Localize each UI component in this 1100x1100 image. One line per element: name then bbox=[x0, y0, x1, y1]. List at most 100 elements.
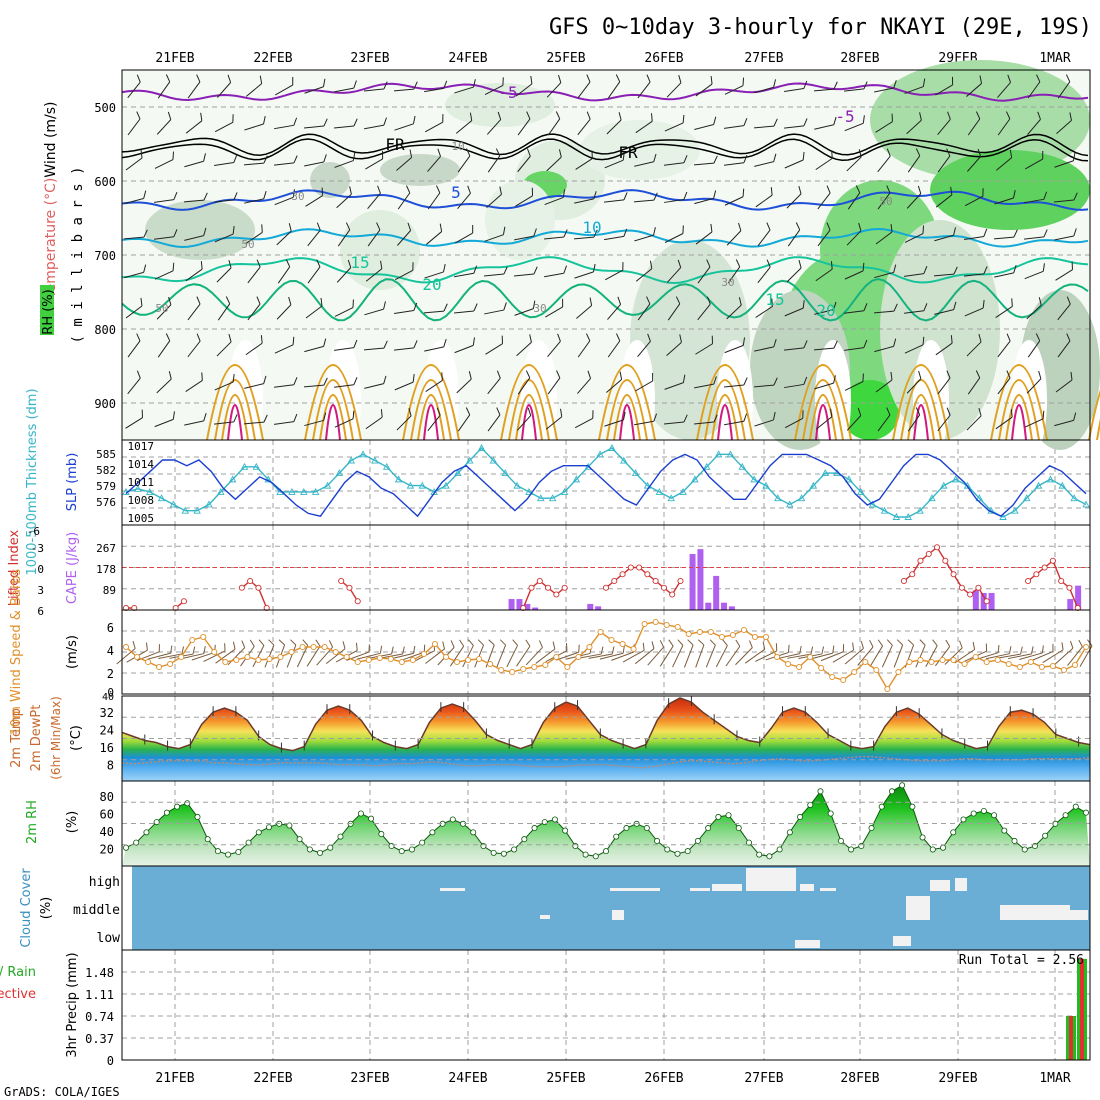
wind-barb bbox=[844, 303, 868, 314]
wind-speed-point bbox=[1060, 666, 1067, 674]
wind-barb bbox=[877, 407, 891, 432]
wind-barb bbox=[637, 74, 651, 99]
slp-tick: 1005 bbox=[128, 512, 155, 525]
precip-tick: 1.48 bbox=[85, 966, 114, 980]
pressure-tick: 700 bbox=[94, 249, 116, 263]
barb-shaft bbox=[394, 347, 414, 351]
rh-point bbox=[511, 846, 518, 853]
barb-flag bbox=[893, 80, 897, 89]
barb-shaft bbox=[784, 125, 804, 129]
slp-tick: 1017 bbox=[128, 440, 155, 453]
barb-shaft bbox=[184, 420, 204, 426]
barb-shaft bbox=[844, 347, 864, 351]
barb-shaft bbox=[517, 377, 531, 395]
barb-flag bbox=[682, 225, 684, 234]
precip-frame bbox=[121, 949, 1091, 1061]
barb-flag bbox=[249, 639, 255, 647]
barb-shaft bbox=[1067, 646, 1083, 666]
barb-flag bbox=[316, 222, 321, 231]
barb-flag bbox=[136, 111, 141, 120]
cloud-patch bbox=[893, 936, 911, 946]
wind-barb bbox=[904, 303, 928, 314]
wind-barb bbox=[966, 334, 982, 357]
barb-flag bbox=[830, 261, 833, 270]
barb-shaft bbox=[993, 236, 1015, 240]
barb-flag bbox=[293, 155, 298, 164]
thickness-point bbox=[264, 475, 272, 483]
thickness-point bbox=[750, 475, 758, 483]
barb-flag bbox=[488, 639, 495, 646]
date-bottom-24FEB: 24FEB bbox=[448, 1071, 487, 1086]
surface-wind-barb bbox=[180, 645, 206, 660]
barb-flag bbox=[593, 191, 597, 200]
cloud-patch bbox=[1070, 910, 1088, 920]
barb-flag bbox=[172, 151, 175, 160]
wind-barb bbox=[367, 222, 381, 247]
barb-flag bbox=[953, 301, 957, 310]
thickness-point bbox=[821, 469, 830, 477]
date-bottom-28FEB: 28FEB bbox=[840, 1071, 879, 1086]
wind-barb bbox=[1056, 112, 1072, 134]
surface-wind-barb bbox=[449, 639, 465, 667]
lifted-index-point bbox=[983, 598, 990, 605]
surface-wind-barb bbox=[954, 641, 976, 664]
wind-barb bbox=[364, 81, 388, 92]
barb-flag bbox=[1035, 333, 1041, 342]
barb-flag bbox=[1037, 111, 1041, 120]
barb-shaft bbox=[304, 345, 324, 353]
wind-speed-point bbox=[189, 636, 196, 644]
surface-wind-barb bbox=[203, 643, 226, 662]
wind-barb bbox=[937, 111, 951, 136]
rh-shade bbox=[340, 210, 420, 290]
barb-shaft bbox=[456, 378, 472, 394]
rh-point bbox=[807, 801, 814, 808]
cloud-patch bbox=[610, 888, 660, 891]
rh-point bbox=[123, 844, 130, 851]
thickness-point bbox=[477, 444, 486, 451]
barb-shaft bbox=[486, 119, 502, 135]
cape-tick: 267 bbox=[96, 542, 116, 555]
cape-bar bbox=[972, 590, 979, 610]
hidden: 1014 bbox=[118, 0, 121, 1]
rh-point bbox=[878, 803, 885, 810]
thickness-point bbox=[228, 475, 237, 483]
wind-barb bbox=[755, 298, 773, 318]
wind-barb bbox=[753, 377, 778, 388]
wind-barb bbox=[995, 298, 1013, 318]
surface-isotherm bbox=[794, 364, 852, 441]
barb-flag bbox=[292, 336, 295, 345]
surface-wind-barb bbox=[683, 639, 694, 668]
barb-flag bbox=[143, 264, 147, 273]
barb-flag bbox=[1052, 643, 1054, 652]
barb-flag bbox=[136, 74, 141, 83]
barb-shaft bbox=[1030, 651, 1054, 662]
barb-shaft bbox=[127, 81, 141, 99]
thickness-point bbox=[679, 487, 687, 495]
barb-shaft bbox=[846, 415, 862, 431]
barb-flag bbox=[833, 116, 837, 125]
barb-flag bbox=[653, 227, 656, 236]
wind-speed-point bbox=[520, 665, 527, 673]
barb-shaft bbox=[877, 155, 891, 173]
surface-wind-barb bbox=[474, 639, 484, 668]
barb-flag bbox=[652, 372, 654, 382]
barb-shaft bbox=[244, 198, 264, 204]
thickness-point bbox=[951, 475, 960, 483]
barb-shaft bbox=[514, 308, 534, 316]
wind-barb bbox=[123, 229, 148, 240]
wind-barb bbox=[573, 229, 598, 240]
wind-barb bbox=[1027, 74, 1041, 99]
wind-barb bbox=[517, 111, 531, 136]
wind-barb bbox=[127, 111, 141, 136]
surface-isotherm bbox=[508, 379, 550, 441]
surface-wind-barb bbox=[935, 639, 951, 667]
barb-shaft bbox=[877, 414, 891, 432]
barb-flag bbox=[320, 297, 323, 307]
barb-flag bbox=[1042, 410, 1045, 419]
barb-shaft bbox=[1054, 419, 1074, 427]
wind-barb bbox=[184, 227, 207, 241]
barb-flag bbox=[623, 228, 628, 237]
barb-shaft bbox=[484, 234, 504, 242]
barb-flag bbox=[762, 641, 766, 650]
cloud-patch bbox=[1000, 905, 1070, 920]
